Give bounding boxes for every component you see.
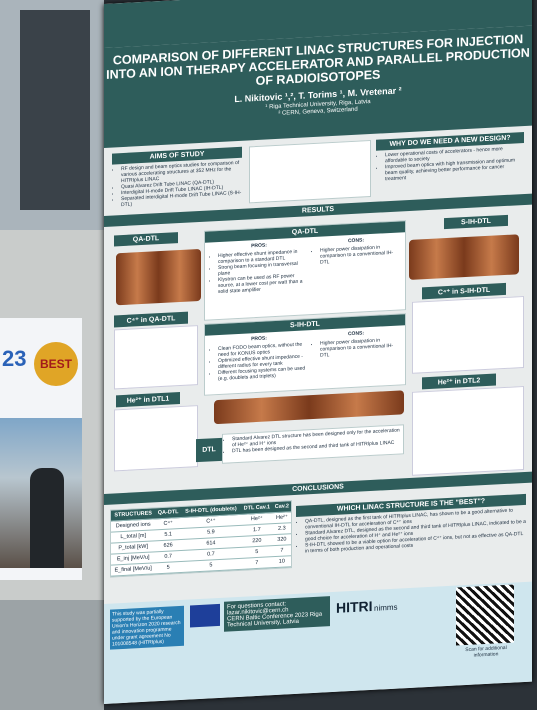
why: WHY DO WE NEED A NEW DESIGN? Lower opera… <box>376 131 524 185</box>
bullet-list: RF design and beam optics studies for co… <box>112 160 242 209</box>
bullet: Higher power dissipation in comparison t… <box>320 243 401 266</box>
plots <box>412 295 524 374</box>
label: He²⁺ in DTL2 <box>422 373 496 390</box>
diagram <box>249 140 371 204</box>
dtl-panel: Standard Alvarez DTL structure has been … <box>222 424 404 464</box>
label: He²⁺ in DTL1 <box>116 392 180 408</box>
table-cell: 10 <box>272 555 291 568</box>
qr-code <box>456 584 514 646</box>
footer: This study was partially supported by th… <box>104 581 532 704</box>
plots <box>114 325 198 390</box>
bullet-list: Higher power dissipation in comparison t… <box>311 243 401 266</box>
label: S-IH-DTL <box>444 214 508 230</box>
poster: COMPARISON OF DIFFERENT LINAC STRUCTURES… <box>104 0 532 705</box>
cavity-image <box>116 248 201 306</box>
table-cell: 7 <box>240 556 273 570</box>
table-cell: 5 <box>155 561 181 574</box>
screen: 23 BEST <box>0 318 82 580</box>
logo: nimms <box>374 602 398 613</box>
cavity-image <box>214 390 404 425</box>
contact: For questions contact: lazar.nikitovic@ce… <box>224 596 330 632</box>
floor <box>0 600 104 710</box>
best: WHICH LINAC STRUCTURE IS THE "BEST"? QA-… <box>296 493 526 557</box>
bullet: Klystron can be used as RF power source,… <box>218 272 309 295</box>
table-cell: E_final [MeV/u] <box>111 562 156 577</box>
badge: BEST <box>34 342 78 386</box>
bullet-list: Clean FODO beam optics, without the need… <box>209 341 309 382</box>
table-cell: 5 <box>180 558 241 573</box>
qr-caption: Scan for additional information <box>465 644 507 659</box>
screen-number: 23 <box>2 346 27 371</box>
label: DTL <box>196 437 222 463</box>
eu-flag <box>190 603 220 628</box>
plots <box>114 405 198 472</box>
bullet-list: Standard Alvarez DTL structure has been … <box>223 427 403 455</box>
person <box>30 468 64 568</box>
summary-table: STRUCTURES QA-DTL S-IH-DTL (doublets) DTL C… <box>110 500 292 578</box>
label: QA-DTL <box>114 232 178 247</box>
sih-panel: S-IH-DTL PROS:Clean FODO beam optics, wi… <box>204 313 406 396</box>
poster-title: COMPARISON OF DIFFERENT LINAC STRUCTURES… <box>104 25 532 148</box>
wall <box>20 10 90 210</box>
bullet: Higher power dissipation in comparison t… <box>320 336 401 359</box>
aims: AIMS OF STUDY RF design and beam optics … <box>112 146 242 211</box>
cavity-image <box>409 234 519 281</box>
bullet-list: Lower operational costs of accelerators … <box>376 145 524 183</box>
bullet-list: Higher effective shunt impedance in comp… <box>209 248 309 295</box>
bullet-list: Higher power dissipation in comparison t… <box>311 336 401 359</box>
label: C⁴⁺ in QA-DTL <box>114 311 188 328</box>
funding: This study was partially supported by th… <box>110 605 184 650</box>
qa-panel: QA-DTL PROS:Higher effective shunt imped… <box>204 220 406 321</box>
logo: HITRI <box>336 597 373 616</box>
plots <box>412 385 524 476</box>
